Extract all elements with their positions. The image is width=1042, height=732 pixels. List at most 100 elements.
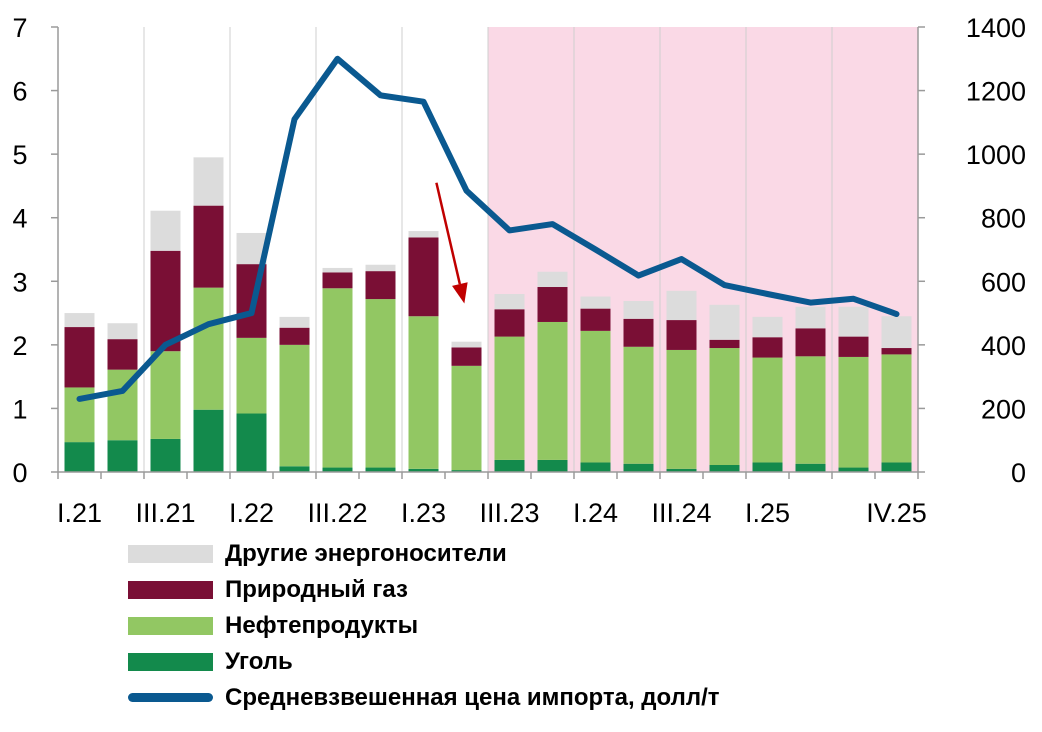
bar-segment-s3-c11 — [537, 271, 568, 288]
bar-segment-s0-c19 — [881, 462, 912, 472]
x-tick-label: III.23 — [479, 498, 539, 528]
axes-layer: 0 1 2 3 4 5 6 7 0 200 400 600 800 1000 1200 1400 I.21 III… — [12, 13, 1026, 528]
bar-segment-s1-c17 — [795, 356, 826, 464]
left-tick-label: 7 — [12, 13, 27, 43]
bar-segment-s1-c5 — [279, 344, 310, 467]
bar-segment-s2-c12 — [580, 308, 611, 331]
x-tick-label: III.22 — [307, 498, 367, 528]
right-tick-label: 0 — [1011, 458, 1026, 488]
bar-segment-s3-c12 — [580, 296, 611, 309]
bars-layer — [64, 157, 912, 472]
bar-segment-s3-c18 — [838, 306, 869, 337]
bar-segment-s2-c8 — [408, 237, 439, 317]
bar-segment-s3-c0 — [64, 313, 95, 328]
bar-segment-s2-c3 — [193, 205, 224, 288]
bar-segment-s2-c2 — [150, 250, 181, 352]
bar-segment-s2-c19 — [881, 348, 912, 355]
bar-segment-s0-c14 — [666, 468, 697, 472]
bar-segment-s2-c7 — [365, 271, 396, 300]
import-price-line — [76, 55, 900, 402]
bar-segment-s0-c18 — [838, 467, 869, 472]
x-tick-label: III.24 — [651, 498, 711, 528]
bar-segment-s3-c1 — [107, 323, 138, 340]
bar-segment-s1-c11 — [537, 321, 568, 460]
bar-segment-s3-c15 — [709, 304, 740, 340]
bar-segment-s2-c1 — [107, 339, 138, 370]
bar-segment-s0-c16 — [752, 462, 783, 472]
bar-segment-s1-c12 — [580, 330, 611, 463]
bar-segment-s2-c10 — [494, 309, 525, 337]
bar-segment-s2-c13 — [623, 318, 654, 347]
bar-segment-s2-c16 — [752, 337, 783, 358]
bar-segment-s1-c8 — [408, 316, 439, 469]
left-tick-label: 3 — [12, 267, 27, 297]
legend-swatch-coal — [128, 653, 213, 671]
left-tick-label: 2 — [12, 331, 27, 361]
bar-segment-s3-c14 — [666, 290, 697, 321]
bar-segment-s0-c10 — [494, 459, 525, 472]
left-tick-label: 0 — [12, 458, 27, 488]
bar-segment-s0-c15 — [709, 465, 740, 472]
bar-segment-s2-c15 — [709, 339, 740, 349]
bar-segment-s2-c17 — [795, 328, 826, 357]
bar-segment-s0-c7 — [365, 467, 396, 472]
bar-segment-s3-c10 — [494, 294, 525, 310]
right-tick-label: 200 — [981, 394, 1026, 424]
bar-segment-s0-c0 — [64, 442, 95, 472]
price-line-layer — [76, 55, 900, 402]
bar-segment-s1-c7 — [365, 299, 396, 468]
bar-segment-s2-c9 — [451, 347, 482, 366]
bar-segment-s1-c18 — [838, 356, 869, 468]
bar-segment-s3-c8 — [408, 231, 439, 238]
bar-segment-s0-c17 — [795, 463, 826, 472]
legend-label-coal: Уголь — [225, 648, 293, 675]
bar-segment-s3-c5 — [279, 316, 310, 328]
bar-segment-s1-c9 — [451, 365, 482, 471]
legend-label-oil-products: Нефтепродукты — [225, 612, 419, 639]
legend-label-other-energy: Другие энергоносители — [225, 540, 507, 567]
bar-segment-s2-c0 — [64, 327, 95, 388]
bar-segment-s0-c9 — [451, 470, 482, 472]
bar-segment-s1-c13 — [623, 346, 654, 464]
bar-segment-s2-c6 — [322, 272, 353, 289]
bar-segment-s3-c17 — [795, 306, 826, 329]
annotation-arrow-shaft — [435, 182, 462, 285]
bar-segment-s0-c2 — [150, 438, 181, 472]
bar-segment-s2-c18 — [838, 336, 869, 357]
right-tick-label: 600 — [981, 267, 1026, 297]
x-tick-label: I.23 — [401, 498, 446, 528]
annotation-layer — [435, 182, 468, 304]
x-tick-label: I.21 — [57, 498, 102, 528]
bar-segment-s2-c11 — [537, 287, 568, 322]
bar-segment-s1-c10 — [494, 336, 525, 460]
bar-segment-s1-c6 — [322, 288, 353, 468]
left-tick-label: 4 — [12, 204, 27, 234]
bar-segment-s3-c19 — [881, 316, 912, 349]
bar-segment-s3-c9 — [451, 341, 482, 348]
right-tick-label: 1200 — [966, 77, 1026, 107]
x-tick-label: I.25 — [745, 498, 790, 528]
bar-segment-s0-c8 — [408, 468, 439, 472]
bar-segment-s1-c3 — [193, 287, 224, 410]
bar-segment-s2-c5 — [279, 327, 310, 345]
x-tick-label: I.22 — [229, 498, 274, 528]
bar-segment-s3-c13 — [623, 300, 654, 319]
legend-swatch-natural-gas — [128, 581, 213, 599]
right-tick-label: 400 — [981, 331, 1026, 361]
bar-segment-s0-c11 — [537, 459, 568, 472]
bar-segment-s0-c13 — [623, 463, 654, 472]
right-tick-label: 1400 — [966, 13, 1026, 43]
right-tick-label: 1000 — [966, 140, 1026, 170]
bar-segment-s1-c16 — [752, 357, 783, 463]
bar-segment-s0-c4 — [236, 413, 267, 472]
bar-segment-s0-c12 — [580, 462, 611, 472]
bar-segment-s0-c3 — [193, 409, 224, 472]
bar-segment-s3-c3 — [193, 157, 224, 206]
chart: 0 1 2 3 4 5 6 7 0 200 400 600 800 1000 1200 1400 I.21 III… — [12, 13, 1026, 528]
left-tick-label: 6 — [12, 77, 27, 107]
bar-segment-s0-c1 — [107, 440, 138, 472]
x-tick-label: IV.25 — [866, 498, 927, 528]
x-tick-label: I.24 — [573, 498, 618, 528]
bar-segment-s3-c7 — [365, 264, 396, 272]
bar-segment-s1-c2 — [150, 351, 181, 439]
